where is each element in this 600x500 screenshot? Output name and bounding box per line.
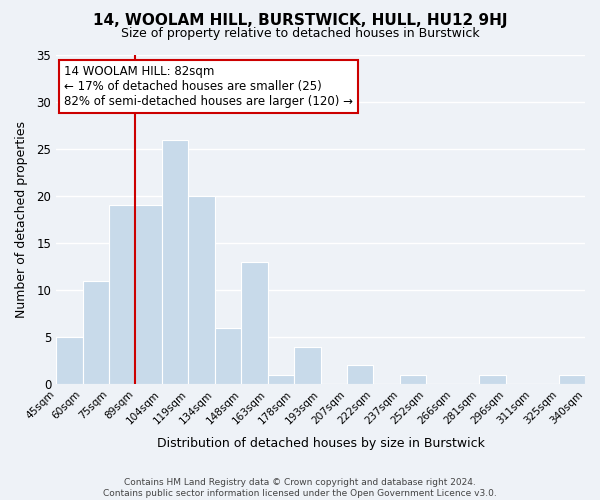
Bar <box>162 140 188 384</box>
Bar <box>268 375 294 384</box>
Y-axis label: Number of detached properties: Number of detached properties <box>15 121 28 318</box>
Text: 14, WOOLAM HILL, BURSTWICK, HULL, HU12 9HJ: 14, WOOLAM HILL, BURSTWICK, HULL, HU12 9… <box>93 12 507 28</box>
Bar <box>188 196 215 384</box>
Bar <box>294 346 320 384</box>
Bar <box>347 366 373 384</box>
Bar <box>479 375 506 384</box>
Bar <box>109 206 136 384</box>
Text: 14 WOOLAM HILL: 82sqm
← 17% of detached houses are smaller (25)
82% of semi-deta: 14 WOOLAM HILL: 82sqm ← 17% of detached … <box>64 65 353 108</box>
Text: Contains HM Land Registry data © Crown copyright and database right 2024.
Contai: Contains HM Land Registry data © Crown c… <box>103 478 497 498</box>
Bar <box>559 375 585 384</box>
Bar <box>56 337 83 384</box>
Bar <box>241 262 268 384</box>
Bar <box>136 206 162 384</box>
Bar <box>215 328 241 384</box>
Bar <box>400 375 427 384</box>
X-axis label: Distribution of detached houses by size in Burstwick: Distribution of detached houses by size … <box>157 437 484 450</box>
Bar <box>83 280 109 384</box>
Text: Size of property relative to detached houses in Burstwick: Size of property relative to detached ho… <box>121 28 479 40</box>
